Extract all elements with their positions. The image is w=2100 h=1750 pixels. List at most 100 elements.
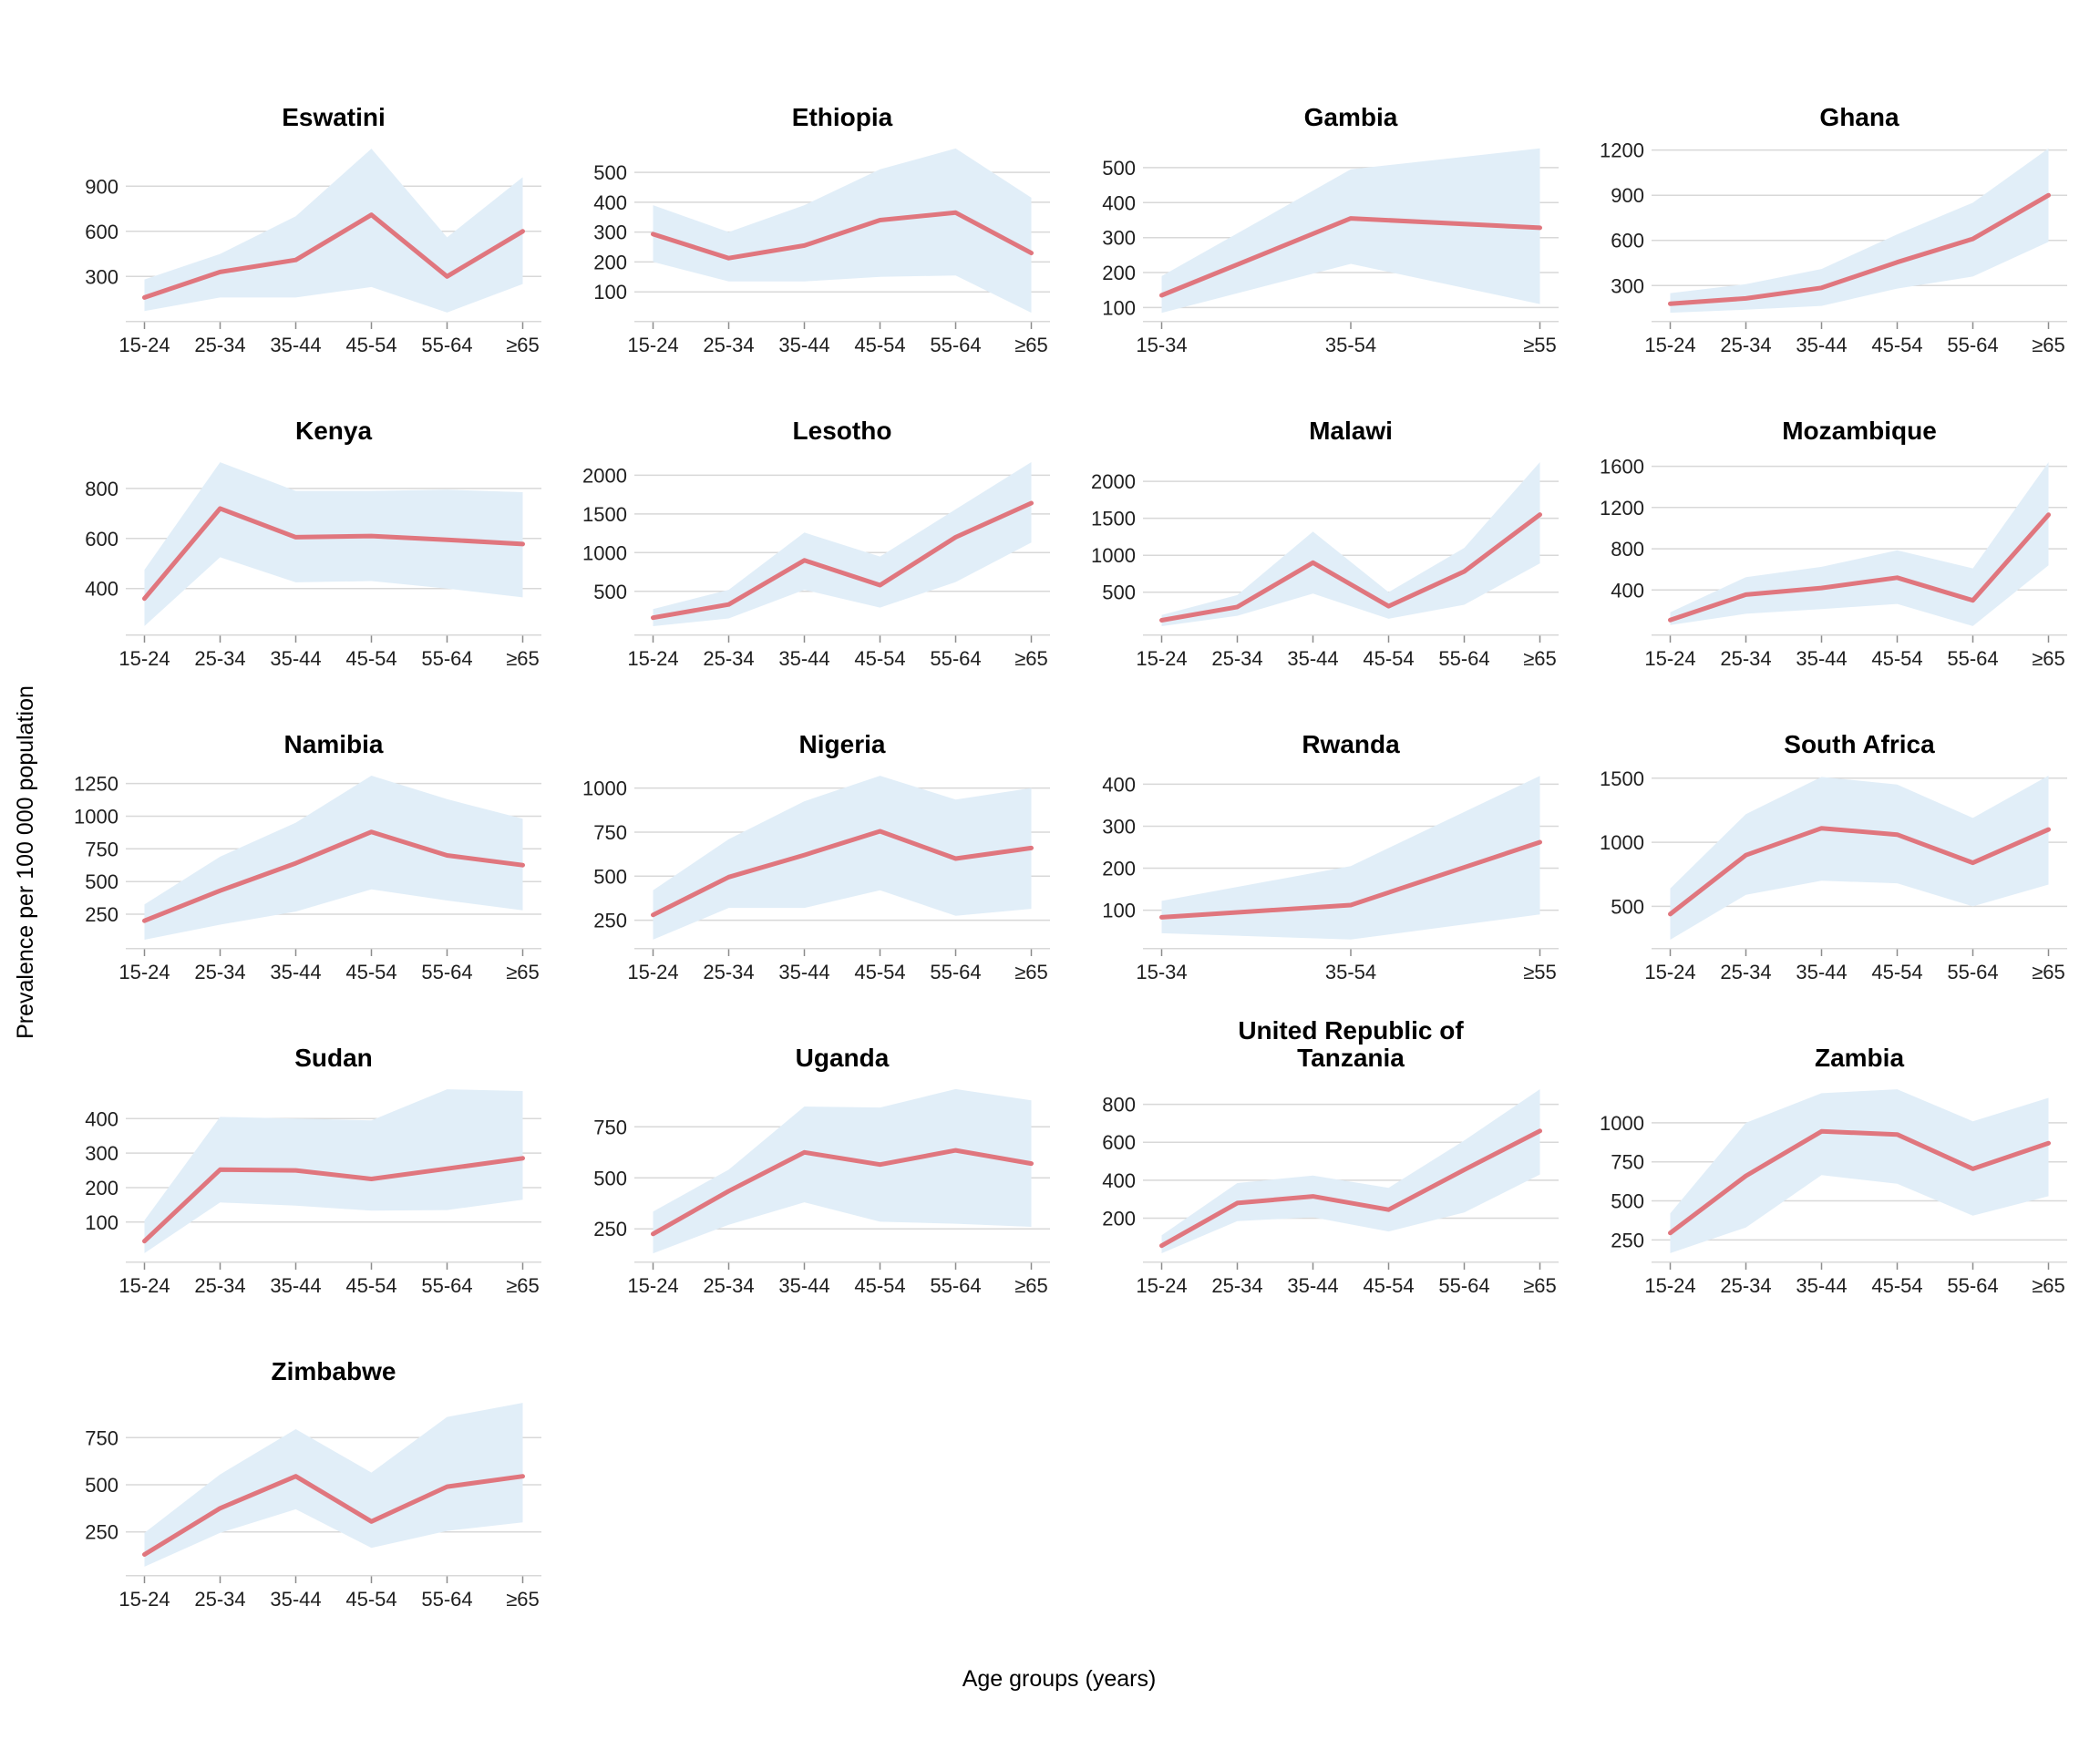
panel-title: Namibia — [283, 730, 384, 758]
panel-title-wrap: Sudan — [126, 1019, 541, 1074]
panel-title-wrap: Ethiopia — [634, 78, 1050, 133]
plot-area: 200 400 600 800 15-24 25-34 35-44 45-54 55-64 ≥65 — [1102, 1089, 1559, 1297]
trend-line — [651, 210, 1034, 261]
y-tick-label: 300 — [85, 1142, 118, 1165]
confidence-band — [144, 462, 523, 626]
x-tick-label: ≥55 — [1523, 334, 1557, 356]
x-tick-label: 45-54 — [854, 334, 905, 356]
y-tick-label: 1600 — [1600, 456, 1644, 479]
y-tick-label: 600 — [85, 528, 118, 551]
x-tick-label: 45-54 — [345, 334, 396, 356]
panel-malawi: Malawi 500 1000 1500 2000 15-24 25-34 35-44 45-5… — [1059, 392, 1568, 705]
trend-line — [142, 829, 525, 923]
y-tick-label: 1500 — [582, 503, 627, 526]
y-tick-label: 200 — [1102, 858, 1136, 880]
panel-title: Gambia — [1303, 103, 1398, 131]
x-tick-label: 15-24 — [1644, 1274, 1695, 1297]
confidence-band — [653, 462, 1032, 626]
confidence-band — [1670, 462, 2049, 626]
panel-title-wrap: Zambia — [1652, 1019, 2067, 1074]
trend-line — [651, 1148, 1034, 1237]
panel-title: Ghana — [1819, 103, 1899, 131]
x-tick-label: 45-54 — [345, 961, 396, 983]
plot-area: 300 600 900 1200 15-24 25-34 35-44 45-54 55-64 ≥6… — [1600, 139, 2067, 356]
y-tick-label: 400 — [85, 1107, 118, 1130]
x-tick-label: 35-44 — [270, 647, 321, 670]
panel-zimbabwe: Zimbabwe 250 500 750 15-24 25-34 35-44 45-54 55-… — [42, 1333, 551, 1646]
trend-line — [142, 506, 525, 602]
trend-line — [1159, 1128, 1542, 1249]
y-tick-label: 250 — [85, 903, 118, 926]
panel-nigeria: Nigeria 250 500 750 1000 15-24 25-34 35-44 45-54… — [551, 705, 1059, 1019]
trend-line — [1159, 216, 1542, 298]
y-tick-label: 500 — [1102, 157, 1136, 180]
x-tick-label: 25-34 — [1211, 647, 1262, 670]
y-tick-label: 1500 — [1600, 767, 1644, 790]
panel-ghana: Ghana 300 600 900 1200 15-24 25-34 35-44 45-54 55… — [1568, 78, 2076, 392]
y-tick-label: 300 — [1102, 227, 1136, 250]
panel-title-wrap: Zimbabwe — [126, 1333, 541, 1387]
x-tick-label: 25-34 — [194, 1588, 245, 1611]
confidence-band — [144, 776, 523, 940]
y-tick-label: 600 — [85, 221, 118, 243]
x-tick-label: 25-34 — [194, 1274, 245, 1297]
panel-title-wrap: Ghana — [1652, 78, 2067, 133]
y-tick-label: 500 — [593, 581, 627, 603]
y-tick-label: 500 — [85, 1474, 118, 1497]
confidence-band — [144, 1403, 523, 1567]
panel-title: Malawi — [1309, 417, 1393, 445]
x-tick-label: 35-44 — [270, 1274, 321, 1297]
panel-sudan: Sudan 100 200 300 400 15-24 25-34 35-44 45-54 55-… — [42, 1019, 551, 1333]
y-tick-label: 200 — [1102, 1208, 1136, 1230]
plot-area: 250 500 750 1000 15-24 25-34 35-44 45-54 55-64 ≥6… — [582, 776, 1050, 983]
y-tick-label: 100 — [593, 281, 627, 304]
y-tick-label: 200 — [85, 1177, 118, 1199]
y-tick-label: 1200 — [1600, 139, 1644, 162]
y-tick-label: 1000 — [582, 541, 627, 564]
panel-title-wrap: Mozambique — [1652, 392, 2067, 447]
x-tick-label: 25-34 — [703, 961, 754, 983]
x-tick-label: 25-34 — [1211, 1274, 1262, 1297]
x-tick-label: ≥65 — [2032, 961, 2065, 983]
x-tick-label: 15-34 — [1136, 961, 1187, 983]
plot-area: 100 200 300 400 15-34 35-54 ≥55 — [1102, 773, 1559, 983]
y-tick-label: 100 — [1102, 296, 1136, 319]
y-tick-label: 400 — [1102, 773, 1136, 796]
x-tick-label: 25-34 — [1720, 647, 1771, 670]
y-tick-label: 250 — [593, 1218, 627, 1240]
x-tick-label: ≥65 — [1014, 961, 1048, 983]
panel-kenya: Kenya 400 600 800 15-24 25-34 35-44 45-54 55-64 ≥… — [42, 392, 551, 705]
x-tick-label: 35-44 — [270, 1588, 321, 1611]
x-tick-label: ≥65 — [506, 1588, 540, 1611]
x-tick-label: 15-24 — [118, 1274, 170, 1297]
x-tick-label: 25-34 — [703, 647, 754, 670]
confidence-band — [1161, 462, 1540, 626]
y-tick-label: 900 — [85, 175, 118, 198]
x-tick-label: 45-54 — [1871, 961, 1922, 983]
panel-title: United Republic of Tanzania — [1238, 1016, 1464, 1072]
y-tick-label: 500 — [1611, 895, 1644, 918]
x-tick-label: 55-64 — [1438, 647, 1489, 670]
x-tick-label: 35-54 — [1325, 961, 1376, 983]
x-tick-label: 15-24 — [1136, 647, 1187, 670]
y-tick-label: 1200 — [1600, 497, 1644, 520]
y-tick-label: 750 — [593, 1116, 627, 1138]
trend-line — [1159, 839, 1542, 920]
x-tick-label: 25-34 — [194, 334, 245, 356]
x-tick-label: 55-64 — [421, 647, 472, 670]
confidence-band — [1161, 148, 1540, 314]
plot-area: 400 800 1200 1600 15-24 25-34 35-44 45-54 55-64 ≥… — [1600, 456, 2067, 670]
x-tick-label: 55-64 — [421, 334, 472, 356]
x-tick-label: ≥65 — [1523, 1274, 1557, 1297]
y-tick-label: 250 — [593, 910, 627, 932]
y-tick-label: 400 — [1102, 191, 1136, 214]
x-tick-label: 55-64 — [930, 1274, 981, 1297]
x-tick-label: 55-64 — [1947, 961, 1998, 983]
y-tick-label: 250 — [1611, 1229, 1644, 1251]
x-tick-label: 35-44 — [778, 334, 829, 356]
confidence-band — [1670, 1089, 2049, 1253]
panel-title-wrap: Eswatini — [126, 78, 541, 133]
trend-line — [1159, 512, 1542, 623]
trend-line — [651, 829, 1034, 918]
x-tick-label: 35-44 — [1287, 647, 1338, 670]
